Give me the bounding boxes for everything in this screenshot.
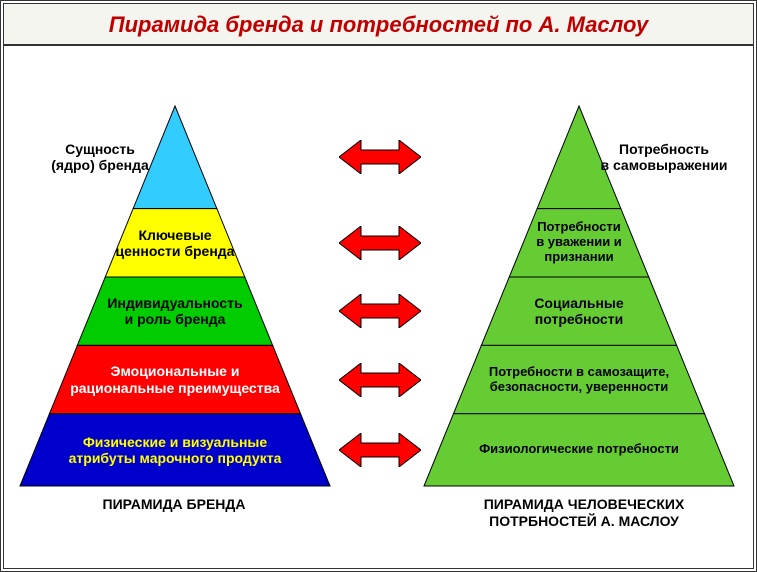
left-pyramid: [20, 106, 330, 486]
left-level-2: [77, 277, 272, 345]
right-level-4: [424, 414, 734, 486]
right-level-2: [481, 277, 676, 345]
left-level-1: [105, 209, 245, 277]
left-level-4: [20, 414, 330, 486]
link-arrow-2: [339, 294, 421, 328]
link-arrow-4: [339, 433, 421, 467]
left-caption: ПИРАМИДА БРЕНДА: [74, 496, 274, 513]
diagram-frame: Пирамида бренда и потребностей по А. Мас…: [0, 0, 757, 572]
diagram-stage: Сущность(ядро) брендаКлючевыеценности бр…: [4, 46, 753, 568]
left-level-3: [49, 345, 300, 413]
right-level-3: [453, 345, 704, 413]
right-pyramid: [424, 106, 734, 486]
right-level-1: [509, 209, 649, 277]
link-arrow-0: [339, 140, 421, 174]
right-level-0: [537, 106, 621, 209]
left-level-0: [133, 106, 217, 209]
link-arrow-3: [339, 363, 421, 397]
diagram-title: Пирамида бренда и потребностей по А. Мас…: [4, 4, 753, 46]
right-caption: ПИРАМИДА ЧЕЛОВЕЧЕСКИХПОТРБНОСТЕЙ А. МАСЛ…: [444, 496, 724, 530]
link-arrow-1: [339, 226, 421, 260]
